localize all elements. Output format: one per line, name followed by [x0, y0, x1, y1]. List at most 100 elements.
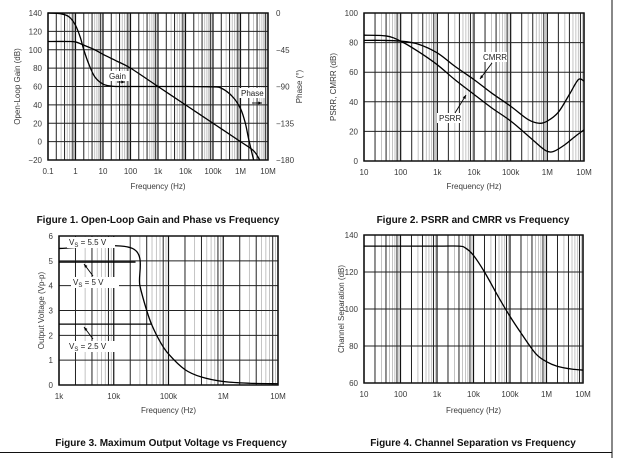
plot-frame — [363, 12, 585, 162]
vs-5-annotation-bg — [71, 277, 119, 288]
y-tick-label: 4 — [49, 282, 54, 291]
x-axis-label: Frequency (Hz) — [141, 406, 196, 415]
x-tick-label: 1k — [154, 167, 163, 176]
y2-tick-label: −45 — [276, 46, 290, 55]
vs-2p5-annotation-bg — [67, 341, 115, 352]
series-phase-line — [48, 12, 255, 161]
series-channel-separation-line — [364, 245, 583, 371]
x-tick-label: 10M — [575, 390, 591, 399]
x-tick-label: 100 — [394, 390, 408, 399]
psrr-annotation: PSRR — [439, 114, 461, 123]
y2-tick-label: 0 — [276, 9, 281, 18]
y-tick-label: 100 — [29, 46, 43, 55]
grid — [363, 12, 585, 162]
grid — [363, 234, 584, 384]
y-axis-label: Channel Separation (dB) — [337, 265, 346, 353]
vs-2p5-annotation-main: V — [69, 342, 75, 351]
x-tick-label: 1M — [218, 392, 229, 401]
psrr-annotation-bg — [437, 113, 461, 123]
y2-axis-label: Phase (°) — [295, 69, 304, 103]
gain-annotation-bg — [107, 71, 129, 81]
y-tick-label: 120 — [345, 268, 359, 277]
figure-1-open-loop-gain-phase: 0.1 1 10 100 1k 10k 100k 1M 10M −20 0 20 40 60 80 100 12… — [13, 9, 304, 226]
plot-frame — [47, 12, 269, 161]
y-tick-label: 40 — [33, 101, 42, 110]
y-tick-label: 20 — [349, 127, 358, 136]
cmrr-annotation-bg — [481, 52, 507, 62]
x-tick-label: 1k — [433, 390, 442, 399]
x-tick-label: 10M — [260, 167, 276, 176]
vs-5-annotation-sub: S — [78, 283, 82, 289]
cmrr-arrow-head — [480, 75, 484, 79]
vs-5p5-annotation-main: V — [69, 238, 75, 247]
y-tick-label: 6 — [49, 232, 54, 241]
y-tick-label: 80 — [33, 64, 42, 73]
plot-frame — [58, 235, 279, 386]
y-tick-label: 60 — [349, 379, 358, 388]
y2-tick-label: −90 — [276, 83, 290, 92]
y-axis-label: Output Voltage (Vp-p) — [37, 271, 46, 349]
vs-2p5-annotation-sub: S — [74, 347, 78, 353]
vs-5-arrow-head — [84, 264, 88, 268]
vs-2p5-annotation: VS = 2.5 V — [69, 342, 107, 353]
y-tick-label: 80 — [349, 342, 358, 351]
figure-4-channel-separation: 10 100 1k 10k 100k 1M 10M 60 80 100 120 140 Frequenc… — [337, 231, 591, 449]
gain-arrow-head — [121, 80, 125, 84]
x-axis-label: Frequency (Hz) — [446, 182, 501, 191]
y-tick-label: 2 — [49, 331, 54, 340]
y-tick-label: 140 — [29, 9, 43, 18]
vs-5-annotation-main: V — [73, 278, 79, 287]
y-tick-label: 1 — [49, 356, 54, 365]
x-tick-label: 100k — [502, 168, 520, 177]
x-tick-label: 1k — [433, 168, 442, 177]
vs-5-annotation: VS = 5 V — [73, 278, 104, 289]
x-tick-label: 10 — [360, 390, 369, 399]
x-tick-label: 100k — [160, 392, 178, 401]
plot-frame — [363, 234, 584, 384]
x-tick-label: 100k — [204, 167, 222, 176]
series-psrr-line — [364, 34, 584, 153]
y-tick-label: 100 — [345, 9, 359, 18]
y-tick-label: 140 — [345, 231, 359, 240]
figure-3-max-output-voltage: 1k 10k 100k 1M 10M 0 1 2 3 4 5 6 Frequency (Hz) Outpu… — [37, 232, 287, 449]
x-tick-label: 10M — [576, 168, 592, 177]
y-tick-label: 100 — [345, 305, 359, 314]
x-tick-label: 1M — [542, 168, 553, 177]
vs-2p5-arrow-head — [84, 327, 88, 331]
figure-caption: Figure 1. Open-Loop Gain and Phase vs Fr… — [37, 215, 280, 226]
x-tick-label: 10k — [468, 168, 482, 177]
cmrr-annotation: CMRR — [483, 53, 507, 62]
series-vs-5-5-v-line — [59, 245, 278, 385]
figure-2-psrr-cmrr: 10 100 1k 10k 100k 1M 10M 0 20 40 60 80 100 Frequency… — [329, 9, 592, 226]
phase-arrow-head — [258, 101, 262, 105]
figure-caption: Figure 4. Channel Separation vs Frequenc… — [370, 438, 576, 449]
figure-caption: Figure 2. PSRR and CMRR vs Frequency — [377, 215, 570, 226]
y-tick-label: −20 — [28, 156, 42, 165]
x-axis-label: Frequency (Hz) — [130, 182, 185, 191]
x-tick-label: 1M — [541, 390, 552, 399]
vs-5p5-annotation-bg — [67, 237, 115, 248]
vs-5p5-annotation: VS = 5.5 V — [69, 238, 107, 249]
phase-annotation-bg — [239, 88, 265, 98]
psrr-arrow-head — [462, 95, 466, 99]
y-tick-label: 0 — [38, 138, 43, 147]
x-tick-label: 0.1 — [42, 167, 54, 176]
y2-tick-label: −135 — [276, 119, 295, 128]
figure-caption: Figure 3. Maximum Output Voltage vs Freq… — [55, 438, 287, 449]
x-tick-label: 100 — [124, 167, 138, 176]
y-tick-label: 0 — [354, 157, 359, 166]
phase-annotation: Phase — [241, 89, 264, 98]
x-axis-label: Frequency (Hz) — [446, 406, 501, 415]
y-axis-label: PSRR, CMRR (dB) — [329, 53, 338, 121]
x-tick-label: 10M — [270, 392, 286, 401]
x-tick-label: 1k — [55, 392, 64, 401]
x-tick-label: 1M — [235, 167, 246, 176]
vs-5p5-annotation-rest: = 5.5 V — [78, 238, 106, 247]
x-tick-label: 10 — [360, 168, 369, 177]
y-tick-label: 3 — [49, 307, 54, 316]
series-gain-line — [48, 40, 261, 161]
y-tick-label: 5 — [49, 257, 54, 266]
grid — [58, 235, 279, 386]
y-tick-label: 80 — [349, 39, 358, 48]
y-axis-label: Open-Loop Gain (dB) — [13, 48, 22, 125]
